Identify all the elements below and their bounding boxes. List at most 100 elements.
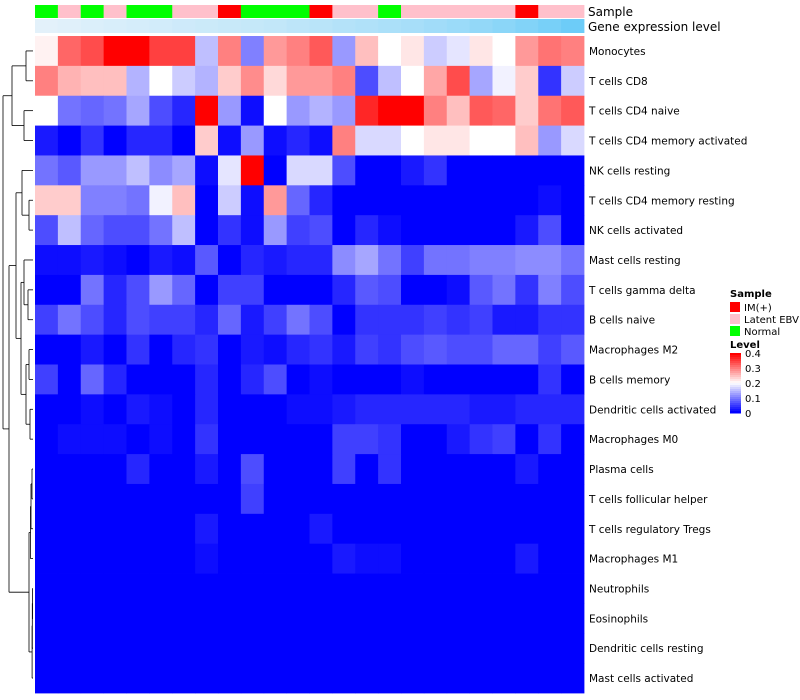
heatmap-cell <box>515 483 539 515</box>
heatmap-cell <box>423 394 448 425</box>
heatmap-cell <box>126 573 150 604</box>
heatmap-cell <box>218 334 242 365</box>
heatmap-cell <box>492 125 516 156</box>
heatmap-cell <box>286 454 310 485</box>
heatmap-cell <box>195 95 219 126</box>
heatmap-cell <box>332 65 356 97</box>
legend-gradient-step <box>730 365 741 368</box>
heatmap-cell <box>538 424 562 455</box>
sample-annotation-cell <box>172 5 196 18</box>
heatmap-cell <box>57 543 82 574</box>
heatmap-cell <box>469 573 493 604</box>
heatmap-cell <box>103 95 127 126</box>
heatmap-cell <box>538 483 562 515</box>
heatmap-cell <box>263 603 288 634</box>
heatmap-cell <box>561 65 585 97</box>
heatmap-cell <box>80 215 105 246</box>
heatmap-cell <box>538 513 562 545</box>
heatmap-cell <box>469 543 493 574</box>
heatmap-cell <box>355 603 379 634</box>
row-label: T cells follicular helper <box>588 494 708 506</box>
heatmap-cell <box>126 36 150 67</box>
heatmap-cell <box>35 483 59 515</box>
heatmap-cell <box>492 304 516 336</box>
heatmap-cell <box>469 483 493 515</box>
heatmap-cell <box>126 513 150 545</box>
heatmap-cell <box>263 543 288 574</box>
heatmap-cell <box>332 364 356 395</box>
heatmap-cell <box>332 185 356 216</box>
heatmap-cell <box>538 454 562 485</box>
expression-annotation-cell <box>423 19 448 33</box>
row-labels: Monocytes T cells CD8 T cells CD4 naive T c… <box>588 46 747 685</box>
heatmap-cell <box>218 364 242 395</box>
heatmap-cell <box>423 274 448 306</box>
heatmap-cell <box>35 215 59 246</box>
heatmap-cell <box>355 245 379 276</box>
heatmap-cell <box>149 364 173 395</box>
heatmap-cell <box>355 394 379 425</box>
heatmap-cell <box>469 633 493 664</box>
heatmap-cell <box>538 603 562 634</box>
legend-level-tick: 0 <box>745 409 751 420</box>
heatmap-cell <box>492 95 516 126</box>
heatmap-cell <box>35 633 59 664</box>
heatmap-cell <box>309 483 333 515</box>
heatmap-cell <box>378 274 402 306</box>
heatmap-cell <box>80 125 105 156</box>
heatmap-cell <box>332 155 356 186</box>
heatmap-cell <box>263 663 288 694</box>
heatmap-cell <box>538 155 562 186</box>
heatmap-cell <box>103 125 127 156</box>
heatmap-cell <box>355 36 379 67</box>
heatmap-cell <box>240 245 265 276</box>
heatmap-cell <box>263 36 288 67</box>
heatmap-cell <box>286 215 310 246</box>
heatmap-cell <box>446 36 471 67</box>
expression-annotation-cell <box>332 19 356 33</box>
heatmap-cell <box>103 155 127 186</box>
heatmap-cell <box>263 483 288 515</box>
expression-annotation-cell <box>240 19 265 33</box>
heatmap-cell <box>332 603 356 634</box>
heatmap-cell <box>332 663 356 694</box>
heatmap-cell <box>423 663 448 694</box>
heatmap-cell <box>401 454 425 485</box>
heatmap-cell <box>538 663 562 694</box>
heatmap-cell <box>35 603 59 634</box>
heatmap-cell <box>149 274 173 306</box>
sample-annotation-cell <box>195 5 219 18</box>
heatmap-cell <box>195 36 219 67</box>
heatmap-cell <box>286 364 310 395</box>
heatmap-cell <box>492 274 516 306</box>
row-label: Dendritic cells resting <box>589 643 704 655</box>
heatmap-cell <box>172 125 196 156</box>
heatmap-cell <box>240 304 265 336</box>
heatmap-cell <box>286 95 310 126</box>
heatmap-cell <box>57 454 82 485</box>
heatmap-cell <box>492 65 516 97</box>
heatmap-cell <box>103 245 127 276</box>
heatmap-cell <box>378 394 402 425</box>
heatmap-cell <box>149 543 173 574</box>
heatmap-cell <box>561 155 585 186</box>
heatmap-cell <box>35 394 59 425</box>
heatmap-cell <box>332 274 356 306</box>
heatmap-cell <box>103 36 127 67</box>
heatmap-cell <box>195 245 219 276</box>
heatmap-cell <box>126 65 150 97</box>
heatmap-cell <box>355 334 379 365</box>
row-label: T cells CD4 naive <box>588 106 680 118</box>
heatmap-cell <box>469 513 493 545</box>
heatmap-cell <box>286 65 310 97</box>
legend-gradient-step <box>730 411 741 414</box>
heatmap-cell <box>561 245 585 276</box>
heatmap-cell <box>469 245 493 276</box>
heatmap-cell <box>80 483 105 515</box>
heatmap-cell <box>492 215 516 246</box>
heatmap-cell <box>172 304 196 336</box>
heatmap-cell <box>35 513 59 545</box>
heatmap-cell <box>309 36 333 67</box>
heatmap-cell <box>172 36 196 67</box>
